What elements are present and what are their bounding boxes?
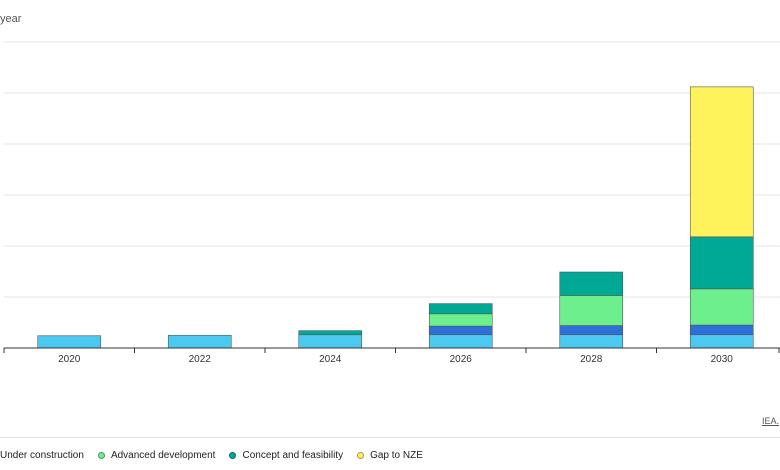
x-tick-label: 2022 (189, 354, 212, 365)
bar-segment-2022-series-1[interactable] (167, 334, 232, 349)
bar-segment-2028-series-3[interactable] (559, 295, 624, 326)
stacked-bar-chart: 2020 2022 2024 2026 2028 2030 (3, 41, 780, 365)
bar-segment-2030-series-5[interactable] (689, 86, 754, 238)
bar-segment-2030-series-4[interactable] (689, 236, 754, 290)
legend-label: Advanced development (110, 450, 216, 461)
bar-segment-2030-series-1[interactable] (689, 334, 754, 349)
bar-segment-2026-series-3[interactable] (428, 313, 493, 327)
legend-swatch-icon (229, 452, 237, 459)
x-tick-label: 2024 (319, 354, 342, 365)
legend-item[interactable]: Advanced development (97, 450, 216, 461)
chart-legend: Under construction Advanced development Co… (0, 450, 437, 461)
source-credit-link[interactable]: IEA. (762, 416, 780, 426)
legend-item[interactable]: Concept and feasibility (229, 450, 343, 461)
x-tick-label: 2026 (450, 354, 473, 365)
bar-segment-2030-series-3[interactable] (689, 288, 754, 326)
bar-segment-2030-series-2[interactable] (689, 324, 754, 336)
legend-swatch-icon (97, 452, 105, 459)
legend-item[interactable]: Gap to NZE (357, 450, 423, 461)
bar-segment-2028-series-2[interactable] (559, 325, 624, 336)
bar-segment-2026-series-2[interactable] (428, 325, 493, 336)
legend-divider (0, 437, 780, 438)
bar-segment-2028-series-4[interactable] (559, 271, 624, 296)
legend-item[interactable]: Under construction (0, 450, 84, 461)
bar-segment-2026-series-1[interactable] (428, 334, 493, 349)
x-tick-label: 2028 (580, 354, 603, 365)
gridlines (4, 41, 780, 298)
legend-label: Under construction (0, 450, 84, 461)
legend-swatch-icon (357, 452, 365, 459)
bar-stacks (37, 86, 754, 349)
bar-segment-2024-series-4[interactable] (298, 330, 363, 336)
legend-label: Gap to NZE (370, 450, 423, 461)
x-tick-label: 2030 (711, 354, 734, 365)
x-tick-label: 2020 (58, 354, 81, 365)
bar-segment-2020-series-1[interactable] (37, 335, 102, 349)
legend-label: Concept and feasibility (242, 450, 344, 461)
x-axis: 2020 2022 2024 2026 2028 2030 (3, 347, 780, 365)
bar-segment-2028-series-1[interactable] (559, 334, 624, 349)
bar-segment-2024-series-1[interactable] (298, 334, 363, 349)
y-axis-unit-label: year (0, 13, 22, 25)
bar-segment-2026-series-4[interactable] (428, 303, 493, 315)
